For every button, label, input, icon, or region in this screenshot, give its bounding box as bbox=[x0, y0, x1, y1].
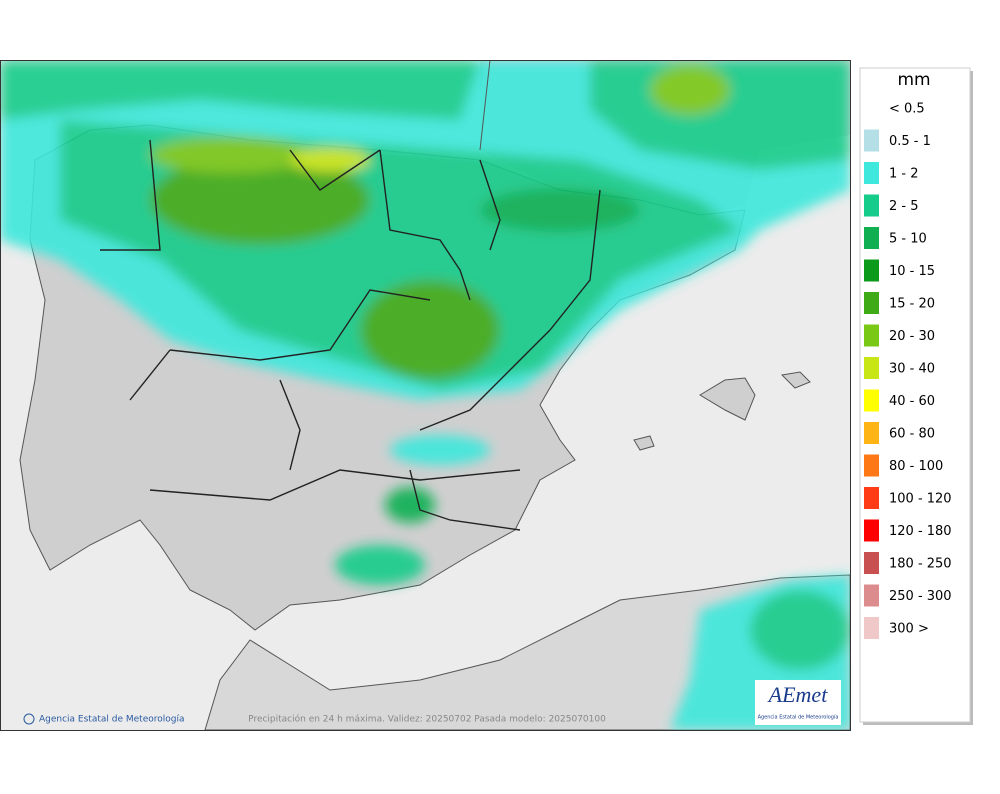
menorca bbox=[780, 371, 811, 389]
legend-label: 100 - 120 bbox=[889, 492, 952, 507]
legend-label: 30 - 40 bbox=[889, 362, 935, 377]
legend-swatch bbox=[864, 454, 879, 477]
legend-title: mm bbox=[897, 70, 930, 90]
legend-swatch bbox=[864, 324, 879, 347]
mallorca bbox=[699, 377, 756, 421]
legend-swatch bbox=[864, 519, 879, 542]
legend-label: 60 - 80 bbox=[889, 427, 935, 442]
legend-label: 180 - 250 bbox=[889, 557, 952, 572]
legend-label: 80 - 100 bbox=[889, 459, 943, 474]
logo: AEmet bbox=[767, 682, 829, 707]
legend-swatch bbox=[864, 422, 879, 444]
map-frame bbox=[0, 60, 851, 731]
legend-label: 5 - 10 bbox=[889, 232, 927, 247]
legend-label: 1 - 2 bbox=[889, 167, 919, 182]
legend-swatch bbox=[864, 487, 879, 509]
legend-label: 250 - 300 bbox=[889, 589, 952, 604]
map bbox=[1, 60, 850, 730]
legend-swatch bbox=[864, 389, 879, 412]
legend-label: 10 - 15 bbox=[889, 264, 935, 279]
copyright-icon bbox=[23, 713, 35, 725]
border-france bbox=[479, 60, 491, 151]
legend-swatch bbox=[864, 97, 879, 119]
legend-label: < 0.5 bbox=[889, 102, 925, 117]
logo-subtitle: Agencia Estatal de Meteorología bbox=[758, 714, 839, 721]
legend-swatch bbox=[864, 227, 879, 249]
legend-swatch bbox=[864, 552, 879, 574]
legend-label: 300 > bbox=[889, 622, 929, 637]
legend-label: 120 - 180 bbox=[889, 524, 952, 539]
legend-swatch bbox=[864, 194, 879, 217]
legend-label: 40 - 60 bbox=[889, 394, 935, 409]
logo-box bbox=[755, 680, 841, 725]
borders bbox=[100, 139, 601, 531]
legend-swatch bbox=[864, 129, 879, 152]
legend-label: 0.5 - 1 bbox=[889, 134, 931, 149]
legend-swatch bbox=[864, 162, 879, 184]
legend-swatch bbox=[864, 357, 879, 379]
legend-label: 2 - 5 bbox=[889, 199, 919, 214]
legend-label: 20 - 30 bbox=[889, 329, 935, 344]
ibiza bbox=[633, 435, 655, 451]
legend-swatch bbox=[864, 617, 879, 639]
legend-swatch bbox=[864, 584, 879, 607]
legend-swatch bbox=[864, 292, 879, 314]
legend-label: 15 - 20 bbox=[889, 297, 935, 312]
caption: Precipitación en 24 h máxima. Validez: 2… bbox=[248, 714, 606, 725]
legend-swatch bbox=[864, 259, 879, 282]
credit: Agencia Estatal de Meteorología bbox=[39, 715, 185, 725]
